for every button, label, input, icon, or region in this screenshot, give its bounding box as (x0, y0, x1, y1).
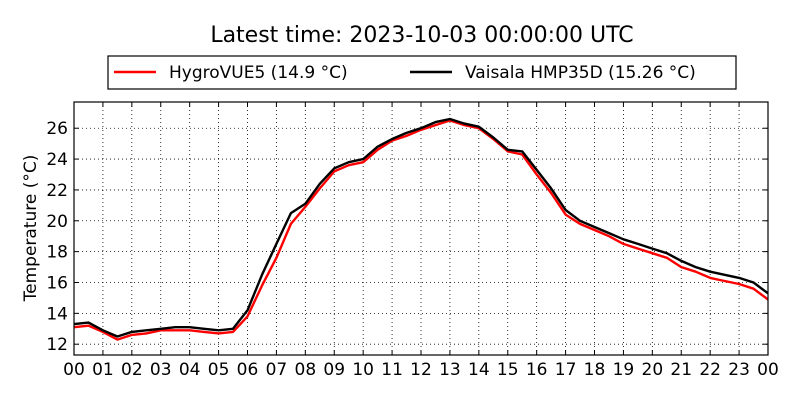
y-tick-label: 26 (46, 119, 68, 139)
y-axis-label: Temperature (°C) (21, 155, 41, 303)
y-tick-label: 16 (46, 273, 68, 293)
x-tick-label: 01 (92, 360, 114, 380)
x-tick-label: 21 (670, 360, 692, 380)
x-tick-label: 00 (63, 360, 85, 380)
y-tick-label: 14 (46, 304, 68, 324)
x-tick-label: 16 (526, 360, 548, 380)
x-tick-label: 07 (266, 360, 288, 380)
plot-frame (73, 101, 769, 356)
x-tick-label: 15 (497, 360, 519, 380)
y-tick-label: 12 (46, 335, 68, 355)
x-tick-label: 22 (699, 360, 721, 380)
x-tick-label: 10 (352, 360, 374, 380)
y-tick-label: 22 (46, 181, 68, 201)
legend-label-1: HygroVUE5 (14.9 °C) (169, 63, 348, 83)
series-line-1 (73, 119, 769, 341)
y-tick-label: 20 (46, 212, 68, 232)
x-tick-label: 14 (468, 360, 490, 380)
y-tick-label: 24 (46, 150, 68, 170)
x-tick-label: 12 (410, 360, 432, 380)
chart-title: Latest time: 2023-10-03 00:00:00 UTC (210, 23, 633, 48)
x-tick-label: 11 (381, 360, 403, 380)
y-tick-label: 18 (46, 243, 68, 263)
x-tick-label: 03 (150, 360, 172, 380)
x-tick-label: 05 (208, 360, 230, 380)
x-tick-label: 13 (439, 360, 461, 380)
x-tick-label: 18 (584, 360, 606, 380)
x-tick-label: 06 (237, 360, 259, 380)
x-tick-label: 19 (613, 360, 635, 380)
series-lines (73, 117, 769, 341)
grid-lines (74, 102, 768, 355)
x-tick-label: 08 (295, 360, 317, 380)
chart-legend: HygroVUE5 (14.9 °C) Vaisala HMP35D (15.26… (107, 55, 737, 90)
x-tick-label: 09 (323, 360, 345, 380)
axis-ticks: 00 01 02 03 04 05 06 07 08 09 10 11 12 13 14 15 16 17 18 19… (46, 102, 779, 380)
x-tick-label: 04 (179, 360, 201, 380)
x-tick-label: 17 (555, 360, 577, 380)
series-line-2 (73, 117, 769, 338)
x-tick-label: 00 (757, 360, 779, 380)
x-tick-label: 23 (728, 360, 750, 380)
x-tick-label: 02 (121, 360, 143, 380)
legend-label-2: Vaisala HMP35D (15.26 °C) (465, 63, 696, 83)
x-tick-label: 20 (642, 360, 664, 380)
